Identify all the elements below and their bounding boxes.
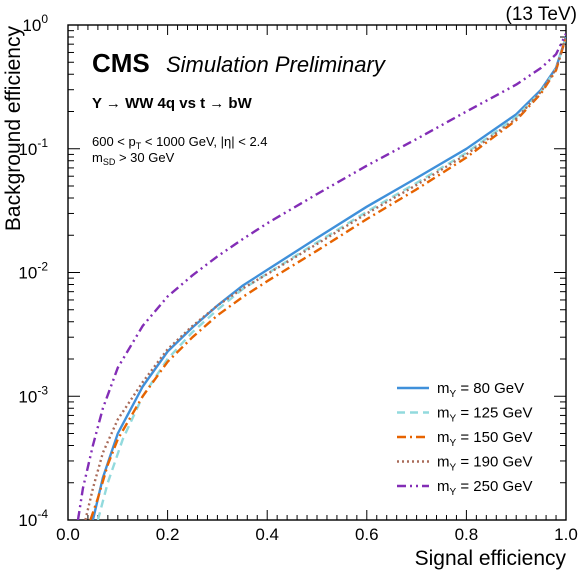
series-line-2 — [96, 36, 566, 520]
x-tick-label: 0.2 — [156, 525, 180, 544]
legend-label-4: mY = 190 GeV — [437, 454, 532, 474]
legend-label-5: mY = 250 GeV — [437, 478, 532, 498]
series-line-1 — [91, 36, 566, 520]
axis-ticks — [67, 24, 567, 521]
legend-label-2: mY = 125 GeV — [437, 405, 532, 425]
x-tick-label: 0.6 — [355, 525, 379, 544]
y-tick-label: 10-4 — [18, 507, 48, 530]
y-tick-label: 100 — [22, 12, 48, 35]
legend-label-1: mY = 80 GeV — [437, 380, 524, 400]
legend: mY = 80 GeV mY = 125 GeV mY = 150 GeV mY = … — [397, 380, 532, 498]
cut-line-msd: mSD > 30 GeV — [92, 150, 175, 167]
y-tick-labels: 10-4 10-3 10-2 10-1 100 — [18, 12, 48, 530]
legend-label-3: mY = 150 GeV — [437, 429, 532, 449]
x-tick-labels: 0.0 0.2 0.4 0.6 0.8 1.0 — [56, 525, 578, 544]
cms-sublabel: Simulation Preliminary — [166, 52, 387, 77]
energy-label: (13 TeV) — [506, 4, 577, 25]
x-tick-label: 1.0 — [554, 525, 578, 544]
x-tick-label: 0.0 — [56, 525, 80, 544]
y-axis-title: Background efficiency — [2, 26, 25, 232]
y-tick-label: 10-2 — [18, 260, 48, 283]
y-tick-label: 10-1 — [18, 136, 48, 159]
y-tick-label: 10-3 — [18, 383, 48, 406]
x-tick-label: 0.4 — [255, 525, 279, 544]
cms-label: CMS — [92, 48, 150, 78]
x-tick-label: 0.8 — [455, 525, 479, 544]
series-curves — [76, 33, 566, 520]
series-line-5 — [76, 33, 566, 520]
x-axis-title: Signal efficiency — [415, 547, 567, 570]
cut-line-pt-eta: 600 < pT < 1000 GeV, |η| < 2.4 — [92, 134, 268, 151]
process-label: Y → WW 4q vs t → bW — [92, 95, 253, 112]
